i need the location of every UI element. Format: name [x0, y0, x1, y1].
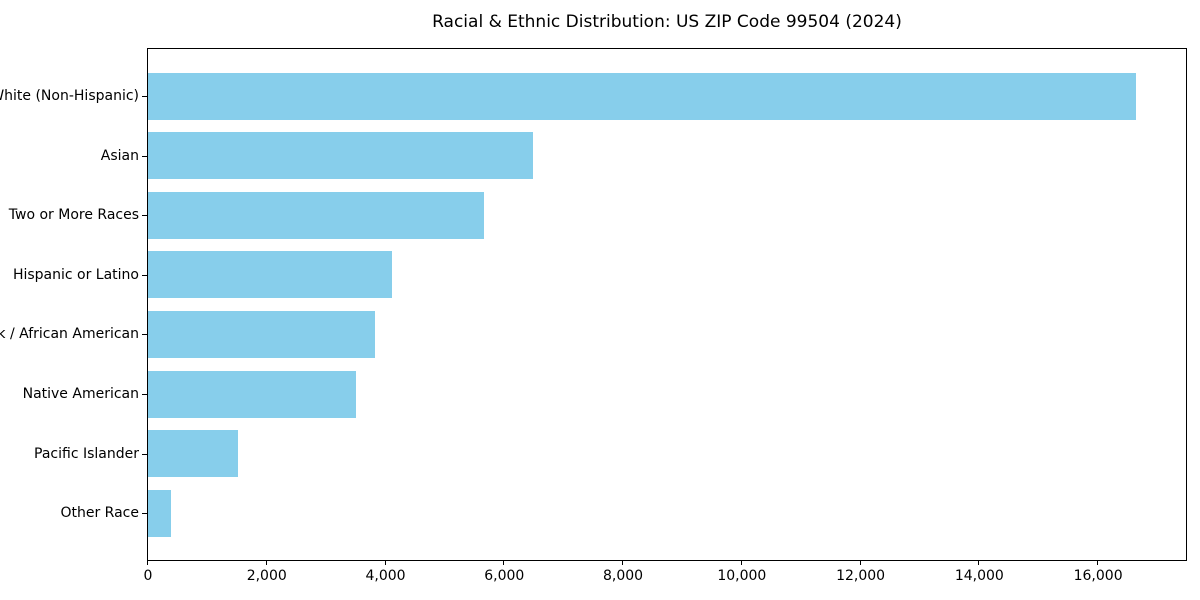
x-tick-mark [859, 560, 861, 565]
x-tick-mark [1097, 560, 1099, 565]
x-tick-mark [147, 560, 148, 565]
x-tick-mark [265, 560, 267, 565]
bar-6 [148, 430, 239, 478]
y-tick-label-3: Hispanic or Latino [12, 266, 139, 283]
bar-4 [148, 310, 375, 358]
y-tick-label-6: Pacific Islander [34, 445, 139, 462]
chart-title: Racial & Ethnic Distribution: US ZIP Cod… [432, 12, 902, 32]
x-tick-label-1: 2,000 [246, 568, 287, 584]
plot-area: White (Non-Hispanic) Asian Two or More Rac… [0, 48, 1187, 584]
x-tick-label-6: 12,000 [836, 568, 886, 584]
x-tick-label-3: 6,000 [484, 568, 525, 584]
x-tick-label-0: 0 [143, 568, 153, 584]
y-tick-mark [142, 274, 147, 276]
y-tick-mark [142, 96, 147, 97]
bar-0 [148, 72, 1137, 120]
y-tick-label-4: Black / African American [0, 326, 139, 343]
y-tick-mark [142, 155, 147, 157]
y-tick-mark [142, 513, 147, 515]
x-tick-mark [978, 560, 980, 565]
x-tick-mark [740, 560, 742, 565]
y-tick-label-0: White (Non-Hispanic) [0, 88, 139, 104]
x-tick-label-8: 16,000 [1073, 568, 1123, 584]
x-tick-mark [622, 560, 624, 565]
x-tick-label-4: 8,000 [603, 568, 644, 584]
y-tick-mark [142, 215, 147, 217]
bar-3 [148, 251, 393, 299]
bar-7 [148, 489, 172, 537]
bar-5 [148, 370, 356, 418]
y-tick-label-7: Other Race [60, 505, 139, 522]
x-tick-mark [384, 560, 386, 565]
x-tick-label-2: 4,000 [365, 568, 406, 584]
y-tick-mark [142, 394, 147, 395]
x-tick-mark [503, 560, 505, 565]
y-tick-mark [142, 453, 147, 455]
bar-2 [148, 191, 485, 239]
y-tick-mark [142, 334, 147, 336]
x-tick-label-7: 14,000 [954, 568, 1004, 584]
x-tick-label-5: 10,000 [717, 568, 767, 584]
y-tick-label-2: Two or More Races [8, 207, 139, 224]
bar-1 [148, 132, 533, 180]
y-tick-label-5: Native American [22, 386, 139, 402]
y-tick-label-1: Asian [100, 147, 139, 164]
